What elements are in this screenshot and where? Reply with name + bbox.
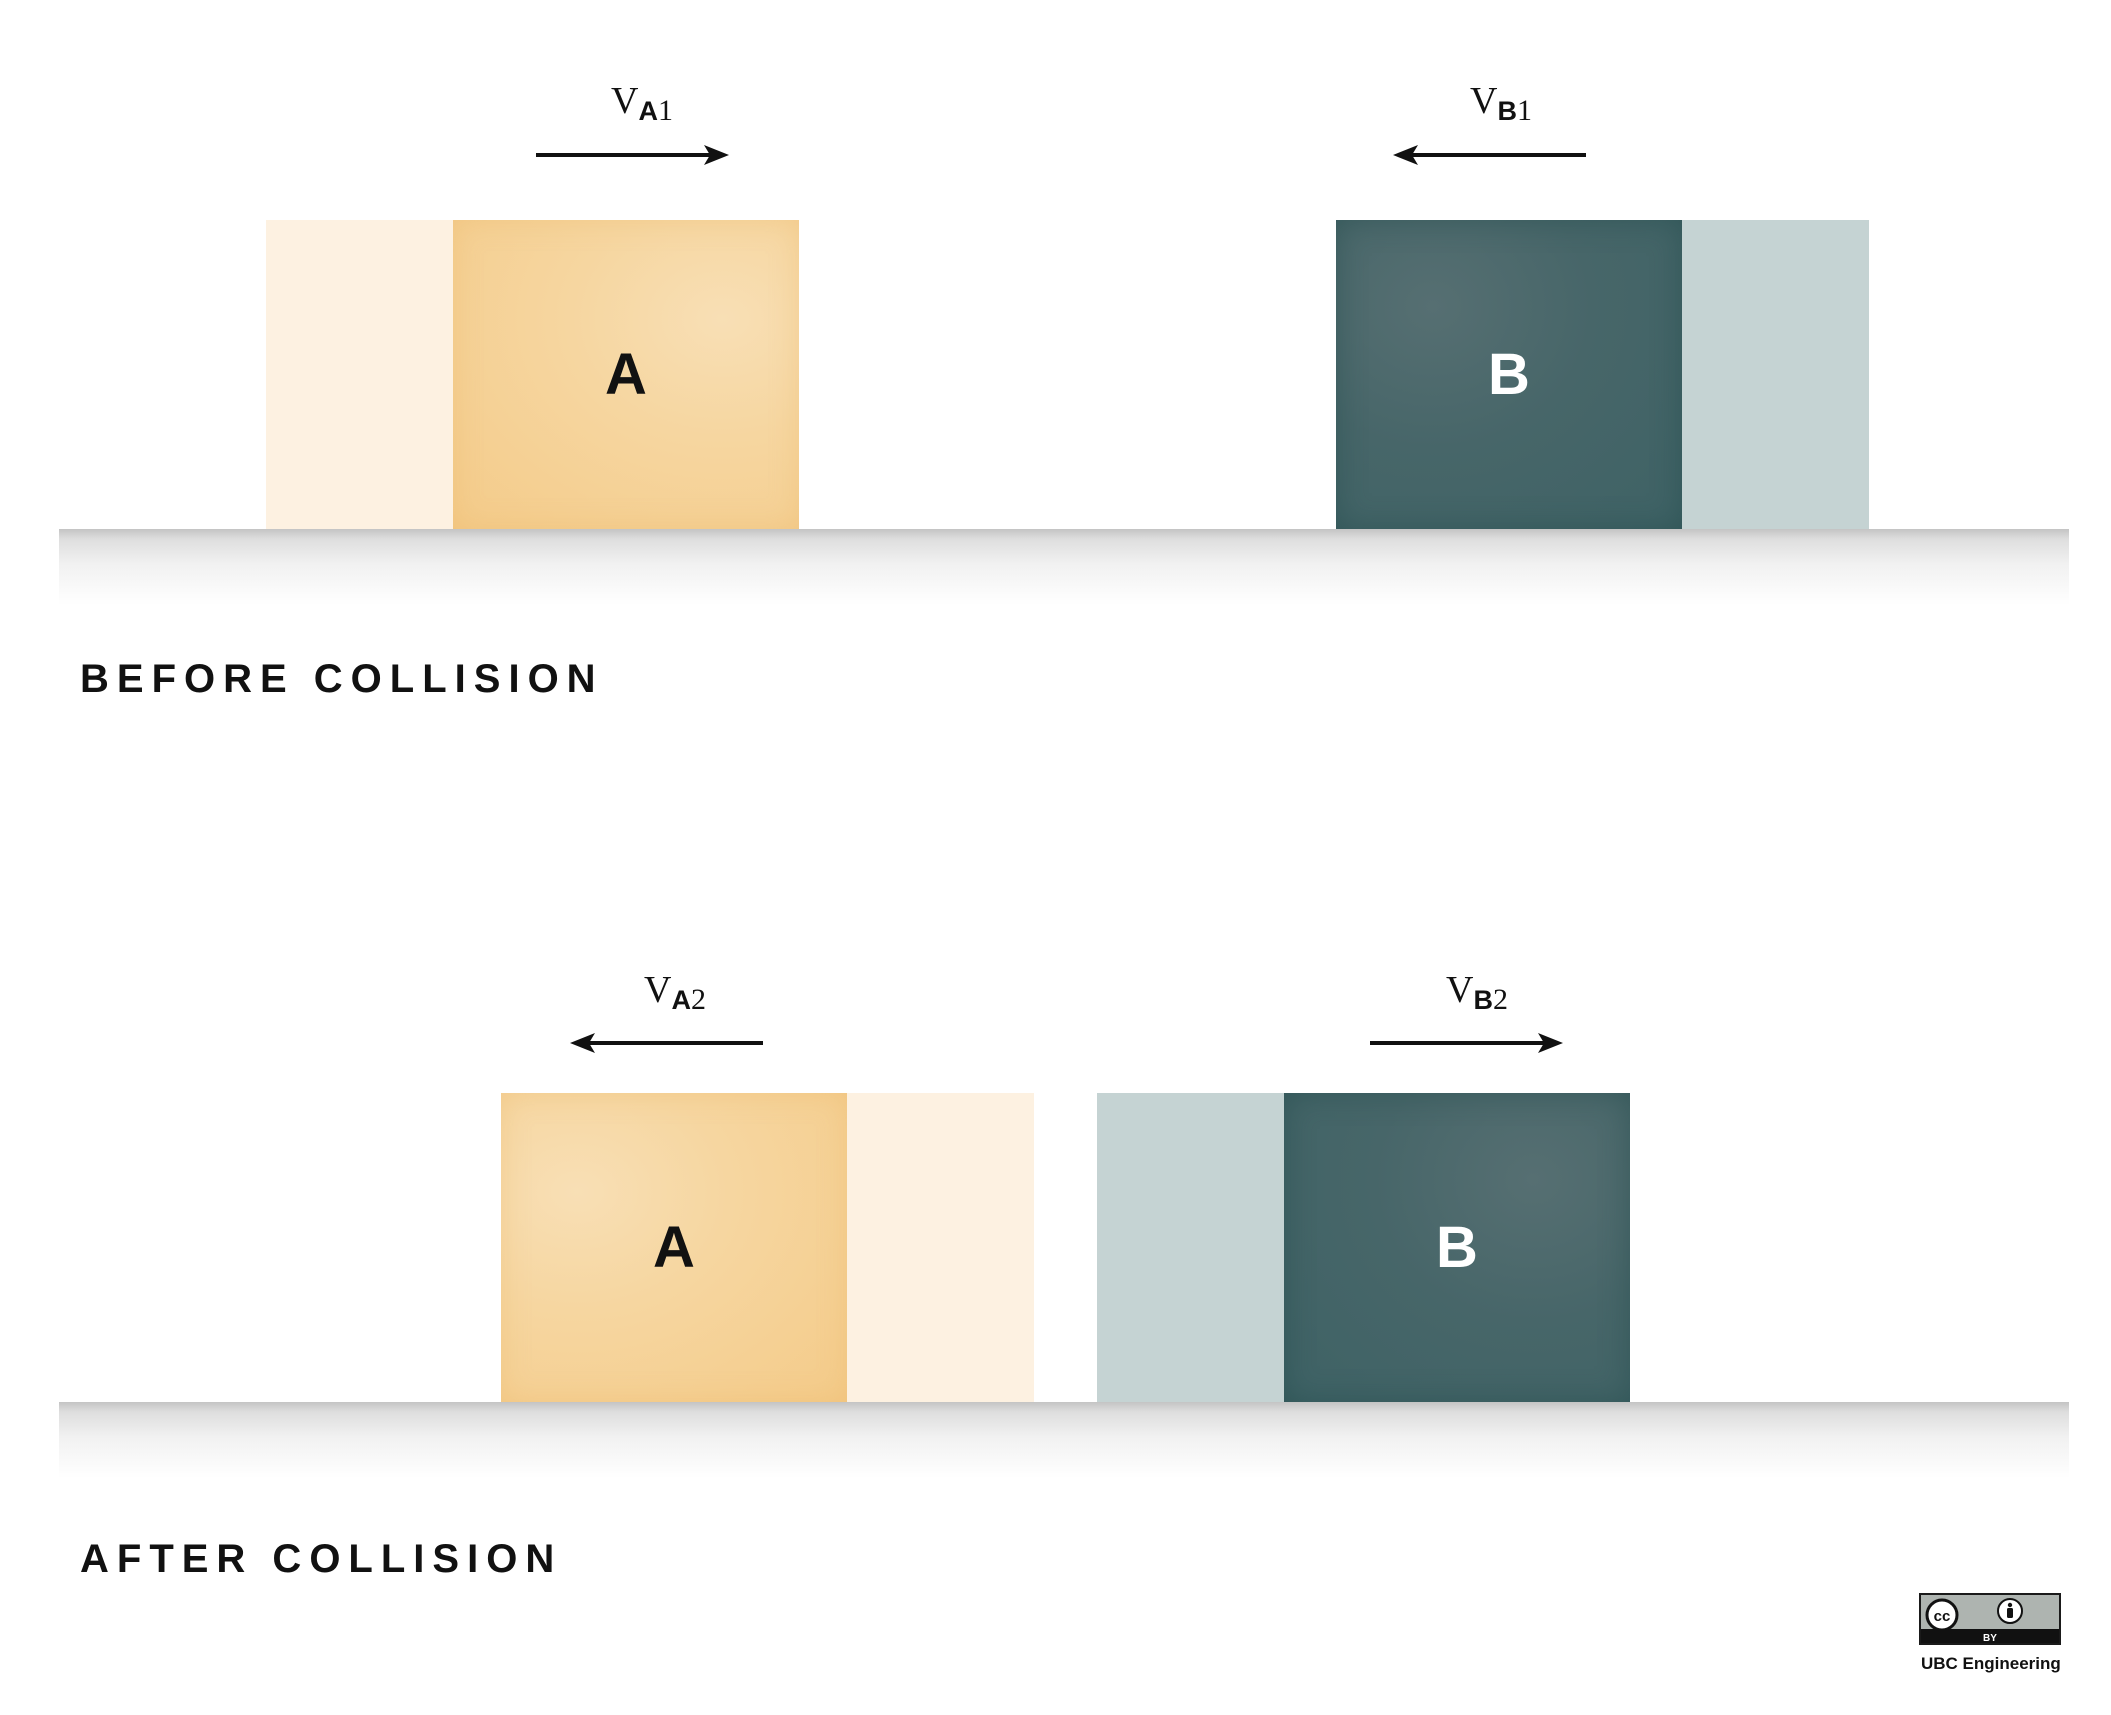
velocity-subscript-index: 1	[657, 94, 673, 127]
block-b: B	[1284, 1093, 1630, 1402]
cc-by-license-badge: cc BY	[1919, 1593, 2061, 1645]
velocity-b1-label: VB1	[1470, 80, 1532, 126]
credit-text: UBC Engineering	[1921, 1654, 2061, 1673]
block-a-label: A	[653, 1214, 695, 1280]
arrow-left-icon	[1393, 145, 1586, 165]
block-a: A	[453, 220, 799, 529]
svg-text:cc: cc	[1934, 1608, 1951, 1625]
block-b: B	[1336, 220, 1682, 529]
velocity-symbol: V	[644, 969, 672, 1011]
by-icon	[1997, 1598, 2023, 1624]
velocity-a2-label: VA2	[644, 969, 706, 1015]
velocity-subscript-index: 2	[1492, 983, 1508, 1016]
velocity-subscript-body: B	[1473, 985, 1493, 1015]
velocity-subscript-index: 1	[1516, 94, 1532, 127]
arrow-right-icon	[536, 145, 729, 165]
velocity-subscript-index: 2	[690, 983, 706, 1016]
arrow-left-icon	[570, 1033, 763, 1053]
velocity-subscript-body: A	[671, 985, 691, 1015]
block-a-label: A	[605, 341, 647, 407]
ground-surface	[59, 1402, 2069, 1478]
velocity-b2-label: VB2	[1446, 969, 1508, 1015]
velocity-subscript-body: A	[638, 96, 658, 126]
block-b-label: B	[1436, 1214, 1478, 1280]
block-a-motion-trail	[266, 220, 453, 529]
velocity-symbol: V	[1446, 969, 1474, 1011]
before-collision-caption: BEFORE COLLISION	[80, 657, 604, 701]
velocity-symbol: V	[1470, 80, 1498, 122]
block-b-label: B	[1488, 341, 1530, 407]
velocity-subscript-body: B	[1497, 96, 1517, 126]
block-b-motion-trail	[1097, 1093, 1284, 1402]
block-a-motion-trail	[847, 1093, 1034, 1402]
velocity-symbol: V	[611, 80, 639, 122]
velocity-a1-label: VA1	[611, 80, 673, 126]
arrow-right-icon	[1370, 1033, 1563, 1053]
badge-by-text: BY	[1983, 1633, 1997, 1644]
block-a: A	[501, 1093, 847, 1402]
badge-bar	[1921, 1629, 2059, 1643]
ground-surface	[59, 529, 2069, 605]
block-b-motion-trail	[1682, 220, 1869, 529]
after-collision-caption: AFTER COLLISION	[80, 1537, 563, 1581]
